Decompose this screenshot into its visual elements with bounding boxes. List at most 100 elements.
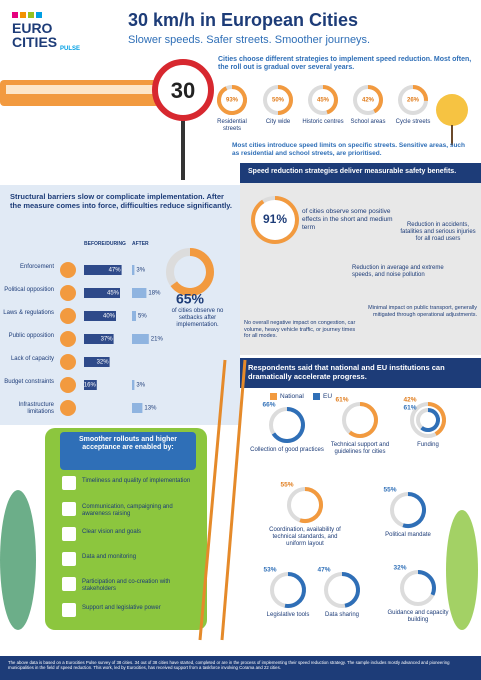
intro: Cities choose different strategies to im… bbox=[218, 56, 472, 72]
safety-text: Minimal impact on public transport, gene… bbox=[368, 305, 477, 318]
ring-value bbox=[427, 402, 446, 436]
subtitle: Slower speeds. Safer streets. Smoother j… bbox=[128, 34, 371, 46]
logo-text: EURO bbox=[12, 20, 53, 36]
after-bar bbox=[132, 380, 135, 390]
ring-value bbox=[367, 85, 383, 114]
column-header: BEFORE/DURING bbox=[84, 241, 126, 247]
ring-value bbox=[251, 196, 299, 244]
legend-swatch bbox=[313, 393, 320, 400]
setbacks-pct: 65% bbox=[176, 291, 205, 307]
before-bar bbox=[84, 265, 122, 275]
safety-text: of cities observe some positive effects … bbox=[302, 208, 393, 231]
plant bbox=[446, 510, 478, 630]
enabler-item: Participation and co-creation with stake… bbox=[82, 579, 171, 593]
after-label: 13% bbox=[144, 406, 157, 412]
barrier-label: Laws & regulations bbox=[3, 310, 54, 316]
pct-bg bbox=[253, 198, 297, 242]
after-bar bbox=[132, 403, 143, 413]
area-pct: 93% bbox=[226, 98, 239, 104]
after-label: 21% bbox=[151, 337, 164, 343]
before-label: 32% bbox=[97, 360, 110, 366]
before-bar bbox=[84, 334, 114, 344]
tree bbox=[436, 94, 468, 126]
footer-band bbox=[0, 656, 481, 680]
safety-title: Speed reduction strategies deliver measu… bbox=[248, 168, 457, 175]
ring-value bbox=[348, 402, 378, 438]
support-label: Political mandate bbox=[385, 532, 431, 538]
national-pct: 55% bbox=[280, 482, 293, 489]
setbacks-text: of cities observe no setbacks after impl… bbox=[171, 308, 224, 329]
logo-sub: PULSE bbox=[60, 46, 81, 52]
after-bar bbox=[132, 311, 136, 321]
support-label: Collection of good practices bbox=[250, 447, 324, 453]
before-bar bbox=[84, 311, 116, 321]
safety-title-band bbox=[240, 163, 481, 183]
ring-value bbox=[170, 248, 214, 296]
legend-label: National bbox=[280, 393, 304, 400]
barrier-icon bbox=[60, 377, 76, 393]
after-label: 5% bbox=[138, 314, 147, 320]
enablers-title: Smoother rollouts and higher acceptance … bbox=[78, 436, 177, 452]
barrier-icon bbox=[60, 308, 76, 324]
legend-swatch bbox=[270, 393, 277, 400]
title: 30 km/h in European Cities bbox=[128, 10, 359, 30]
support-label: Technical support and guidelines for cit… bbox=[330, 442, 390, 456]
national-pct: 61% bbox=[335, 397, 348, 404]
area-pct: 26% bbox=[407, 98, 420, 104]
ring-value bbox=[217, 85, 247, 115]
logo-block bbox=[20, 12, 26, 18]
ring-value bbox=[299, 487, 323, 523]
support-label: Data sharing bbox=[324, 612, 360, 618]
support-label: Coordination, availability of technical … bbox=[269, 527, 341, 548]
legend-label: EU bbox=[323, 393, 333, 400]
safety-pct: 91% bbox=[263, 212, 287, 226]
footer: The above data is based on a Eurocities … bbox=[8, 660, 450, 671]
support-label: Legislative tools bbox=[266, 612, 310, 618]
logo-block bbox=[12, 12, 18, 18]
ring-value bbox=[402, 492, 426, 528]
after-label: 18% bbox=[148, 291, 161, 297]
support-label: Funding bbox=[417, 442, 439, 448]
barriers-title: Structural barriers slow or complicate i… bbox=[10, 192, 233, 210]
barrier-icon bbox=[60, 331, 76, 347]
ladder bbox=[198, 359, 227, 641]
safety-text: Reduction in average and extreme speeds,… bbox=[352, 265, 444, 279]
enablers-title-box bbox=[60, 432, 196, 470]
sign-number: 30 bbox=[171, 78, 195, 103]
eu-pct: 61% bbox=[403, 405, 416, 412]
safety-text: No overall negative impact on congestion… bbox=[244, 320, 356, 340]
after-bar bbox=[132, 334, 149, 344]
enabler-item: Communication, campaigning and awareness… bbox=[82, 504, 173, 518]
barriers-panel bbox=[0, 185, 240, 425]
barrier-icon bbox=[60, 285, 76, 301]
eu-pct: 66% bbox=[262, 402, 275, 409]
speed-sign bbox=[152, 59, 214, 121]
national-pct: 42% bbox=[403, 397, 416, 404]
eu-pct: 32% bbox=[393, 565, 406, 572]
area-pct: 42% bbox=[362, 98, 375, 104]
area-label: School areas bbox=[350, 119, 386, 125]
enabler-item: Timeliness and quality of implementation bbox=[82, 478, 191, 484]
logo-block bbox=[28, 12, 34, 18]
ring-value bbox=[277, 85, 293, 115]
before-label: 45% bbox=[107, 291, 120, 297]
enabler-item: Clear vision and goals bbox=[82, 529, 142, 535]
after-bar bbox=[132, 265, 135, 275]
enabler-icon bbox=[62, 502, 76, 516]
eu-pct: 53% bbox=[263, 567, 276, 574]
enabler-icon bbox=[62, 552, 76, 566]
support-label: Guidance and capacity building bbox=[387, 610, 449, 624]
barrier-label: Public opposition bbox=[8, 333, 54, 339]
logo-block bbox=[36, 12, 42, 18]
after-label: 3% bbox=[136, 268, 145, 274]
ring-value bbox=[412, 85, 428, 101]
enabler-icon bbox=[62, 577, 76, 591]
column-header: AFTER bbox=[132, 241, 149, 247]
support-title-band bbox=[240, 358, 481, 388]
barrier-label: Budget constraints bbox=[4, 379, 54, 385]
support-title: Respondents said that national and EU in… bbox=[248, 363, 445, 381]
safety-panel bbox=[240, 163, 481, 355]
before-label: 16% bbox=[84, 383, 97, 389]
before-bar bbox=[84, 357, 110, 367]
